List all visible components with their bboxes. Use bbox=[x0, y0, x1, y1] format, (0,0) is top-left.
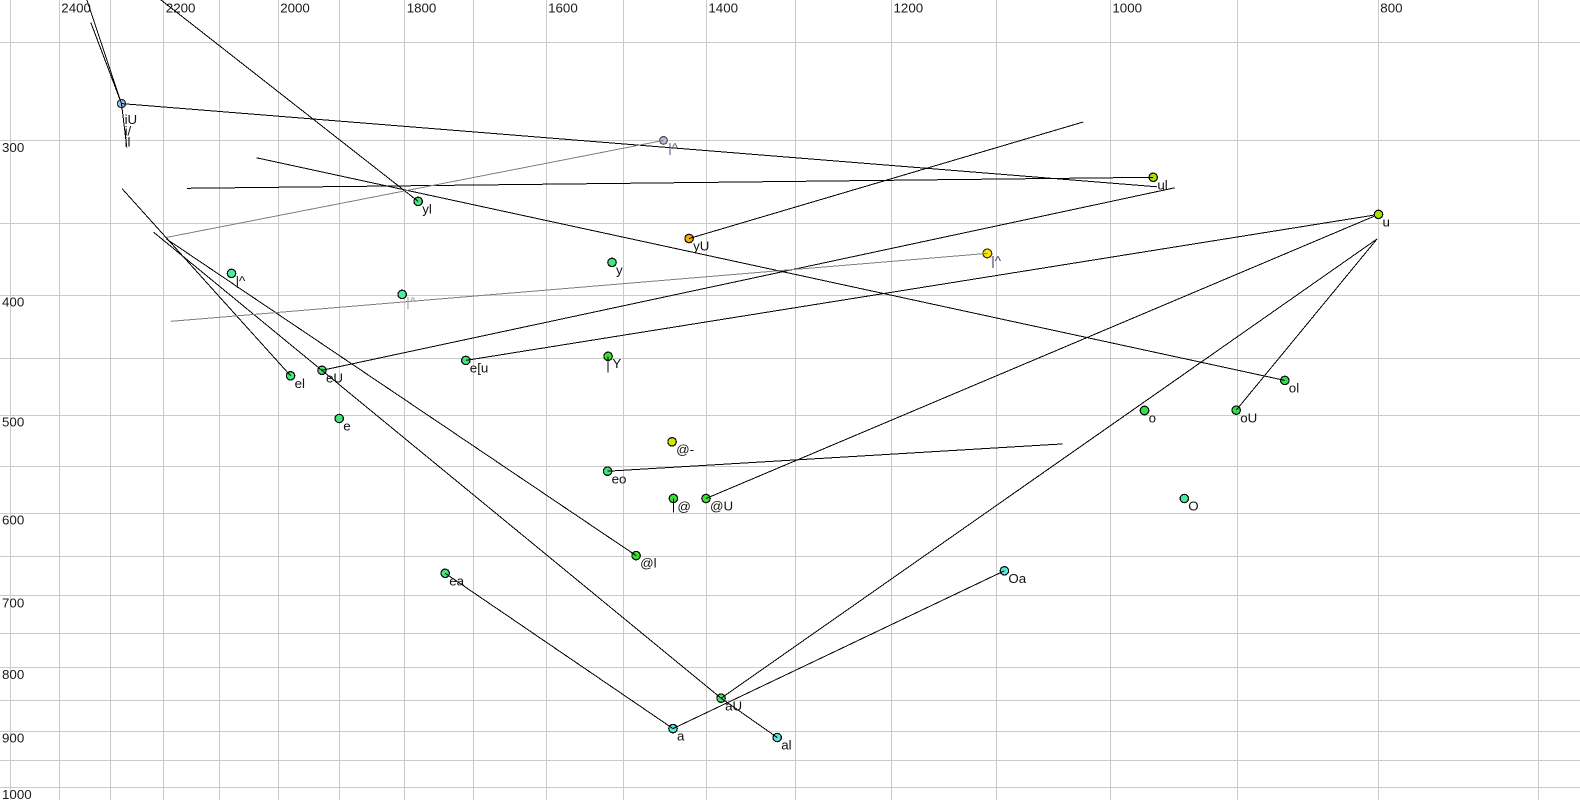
svg-text:Oa: Oa bbox=[1008, 571, 1026, 586]
svg-text:i/: i/ bbox=[125, 123, 132, 138]
svg-text:@: @ bbox=[677, 499, 691, 514]
svg-text:ul: ul bbox=[1157, 177, 1167, 192]
svg-text:o: o bbox=[1149, 411, 1156, 426]
svg-text:400: 400 bbox=[2, 295, 24, 310]
svg-text:1400: 1400 bbox=[708, 1, 738, 16]
svg-text:1600: 1600 bbox=[548, 1, 578, 16]
svg-text:il: il bbox=[125, 135, 131, 150]
svg-text:@l: @l bbox=[640, 556, 657, 571]
svg-text:iU: iU bbox=[125, 112, 138, 127]
svg-text:1800: 1800 bbox=[407, 1, 437, 16]
svg-text:|^: |^ bbox=[406, 295, 416, 310]
svg-text:800: 800 bbox=[1380, 1, 1402, 16]
svg-text:2400: 2400 bbox=[61, 1, 91, 16]
svg-text:a: a bbox=[677, 729, 685, 744]
svg-text:1000: 1000 bbox=[1112, 1, 1142, 16]
svg-text:u: u bbox=[1383, 215, 1390, 230]
svg-text:900: 900 bbox=[2, 730, 24, 745]
svg-text:ol: ol bbox=[1289, 381, 1299, 396]
svg-text:1200: 1200 bbox=[894, 1, 924, 16]
svg-text:O: O bbox=[1188, 499, 1198, 514]
svg-text:@U: @U bbox=[710, 499, 733, 514]
svg-text:700: 700 bbox=[2, 595, 24, 610]
svg-text:|^: |^ bbox=[991, 254, 1001, 269]
svg-text:300: 300 bbox=[2, 140, 24, 155]
svg-text:eU: eU bbox=[326, 370, 343, 385]
svg-text:aU: aU bbox=[725, 698, 742, 713]
svg-text:|^: |^ bbox=[236, 273, 246, 288]
svg-text:1000: 1000 bbox=[2, 787, 32, 800]
svg-text:600: 600 bbox=[2, 513, 24, 528]
svg-text:500: 500 bbox=[2, 415, 24, 430]
svg-text:2200: 2200 bbox=[166, 1, 196, 16]
svg-text:el: el bbox=[295, 376, 305, 391]
svg-text:Y: Y bbox=[612, 356, 621, 371]
svg-text:ea: ea bbox=[449, 573, 464, 588]
svg-text:e[u: e[u bbox=[470, 361, 489, 376]
svg-text:yU: yU bbox=[693, 239, 709, 254]
svg-text:|^: |^ bbox=[668, 141, 678, 156]
svg-text:e: e bbox=[343, 419, 350, 434]
svg-text:oU: oU bbox=[1240, 410, 1257, 425]
svg-text:@-: @- bbox=[676, 442, 694, 457]
svg-text:al: al bbox=[781, 738, 791, 753]
svg-text:eo: eo bbox=[612, 471, 627, 486]
svg-text:800: 800 bbox=[2, 667, 24, 682]
svg-text:yl: yl bbox=[422, 202, 432, 217]
svg-text:y: y bbox=[616, 263, 623, 278]
svg-text:2000: 2000 bbox=[280, 1, 310, 16]
